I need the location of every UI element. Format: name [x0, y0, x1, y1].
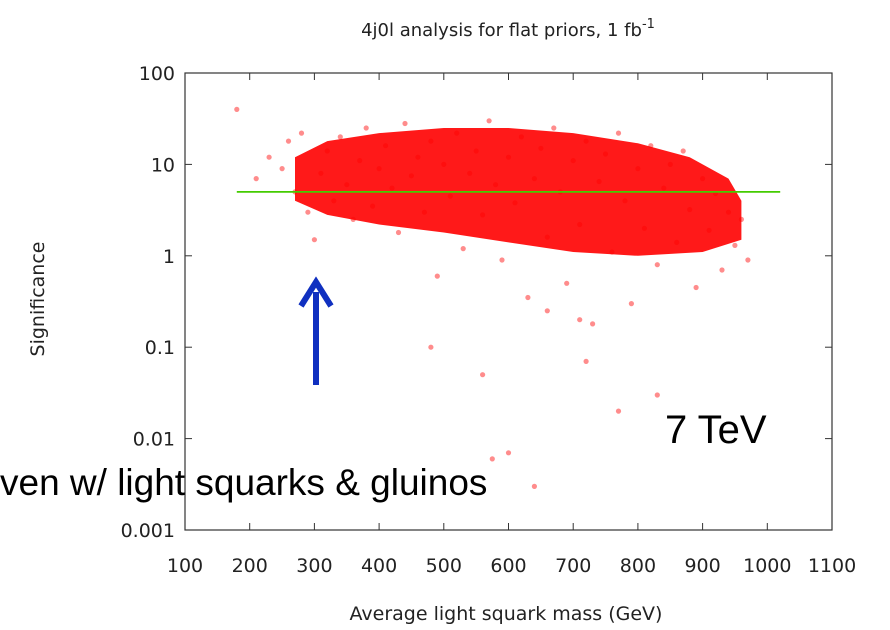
x-tick-label: 200: [232, 555, 268, 577]
y-axis-title: Significance: [27, 242, 49, 357]
scatter-point: [489, 456, 495, 462]
x-tick-label: 800: [620, 555, 656, 577]
scatter-point: [337, 134, 343, 140]
y-tick-label: 1: [163, 246, 175, 268]
scatter-point: [279, 166, 285, 172]
x-axis-title: Average light squark mass (GeV): [350, 603, 663, 625]
scatter-point: [577, 317, 583, 323]
scatter-point: [285, 138, 292, 144]
scatter-point: [531, 483, 538, 489]
x-tick-label: 600: [490, 555, 526, 577]
scatter-point: [434, 273, 440, 279]
x-tick-label: 900: [684, 555, 720, 577]
scatter-point: [298, 130, 305, 136]
y-tick-label: 0.001: [121, 520, 175, 542]
scatter-point: [693, 284, 699, 291]
chart-title-main: 4j0l analysis for flat priors, 1 fb: [361, 20, 642, 41]
scatter-point: [551, 125, 557, 131]
scatter-point: [311, 237, 317, 243]
scatter-point: [628, 301, 635, 307]
chart-title: 4j0l analysis for flat priors, 1 fb-1: [361, 17, 655, 41]
scatter-point: [363, 125, 369, 131]
arrow-head: [298, 276, 334, 308]
x-tick-label: 100: [167, 555, 203, 577]
scatter-point: [544, 308, 550, 314]
scatter-point: [615, 130, 622, 136]
scatter-point: [719, 267, 725, 273]
y-tick-label: 100: [139, 63, 175, 85]
scatter-point: [590, 321, 596, 327]
scatter-point: [745, 257, 751, 263]
scatter-point: [234, 106, 240, 112]
energy-label: 7 TeV: [665, 408, 767, 452]
scatter-point: [654, 262, 660, 268]
x-tick-label: 300: [296, 555, 332, 577]
x-tick-label: 500: [426, 555, 462, 577]
scatter-point: [253, 176, 259, 182]
x-tick-label: 700: [555, 555, 591, 577]
x-tick-label: 1000: [743, 555, 791, 577]
scatter-point: [266, 154, 272, 160]
ticks-layer: 100 200 300 400 500 600 700 800 900 1000 11000.001…: [121, 63, 857, 577]
scatter-point: [486, 118, 492, 124]
scatter-point: [564, 280, 570, 286]
scatter-point: [402, 120, 408, 127]
scatter-point: [525, 294, 531, 301]
scatter-point: [460, 246, 466, 252]
y-tick-label: 0.01: [133, 429, 175, 451]
scatter-point: [499, 257, 505, 263]
bottom-caption: ven w/ light squarks & gluinos: [0, 462, 487, 503]
scatter-point: [305, 209, 311, 215]
scatter-point: [654, 392, 660, 398]
scatter-point: [480, 372, 486, 378]
scatter-point: [583, 358, 589, 364]
up-arrow: [298, 276, 334, 385]
x-tick-label: 400: [361, 555, 397, 577]
scatter-point: [615, 408, 622, 414]
scatter-point: [428, 344, 434, 350]
y-tick-label: 10: [151, 154, 175, 176]
scatter-point: [505, 450, 512, 456]
x-tick-label: 1100: [808, 555, 856, 577]
scatter-point: [680, 148, 686, 154]
y-tick-label: 0.1: [145, 337, 175, 359]
chart-title-superscript: -1: [642, 17, 655, 32]
scatter-point: [732, 242, 738, 248]
scatter-point: [395, 229, 402, 236]
